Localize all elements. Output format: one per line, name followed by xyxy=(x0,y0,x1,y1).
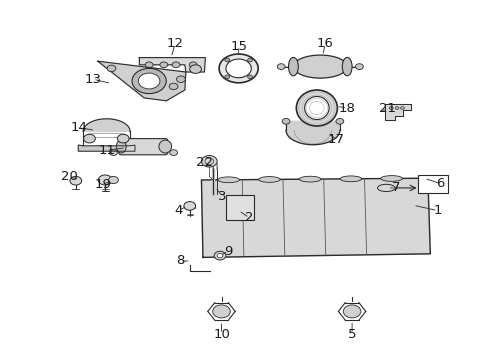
Circle shape xyxy=(247,58,252,62)
Ellipse shape xyxy=(296,90,337,126)
Text: 4: 4 xyxy=(174,204,183,217)
Circle shape xyxy=(212,305,230,318)
Text: 3: 3 xyxy=(218,190,226,203)
Circle shape xyxy=(109,150,117,156)
Circle shape xyxy=(169,150,177,156)
Text: 22: 22 xyxy=(196,156,212,169)
Polygon shape xyxy=(201,178,429,257)
Text: 10: 10 xyxy=(213,328,229,341)
Circle shape xyxy=(107,65,116,72)
Ellipse shape xyxy=(377,184,394,192)
Circle shape xyxy=(277,64,285,69)
Circle shape xyxy=(388,107,392,109)
Circle shape xyxy=(224,58,229,62)
Circle shape xyxy=(172,62,180,68)
Text: 9: 9 xyxy=(224,245,232,258)
Circle shape xyxy=(132,68,166,94)
Text: 12: 12 xyxy=(166,37,183,50)
FancyBboxPatch shape xyxy=(119,139,167,155)
Ellipse shape xyxy=(380,176,402,181)
Polygon shape xyxy=(139,58,205,72)
Circle shape xyxy=(160,62,167,68)
Circle shape xyxy=(247,75,252,78)
Text: 20: 20 xyxy=(61,170,78,183)
Circle shape xyxy=(214,251,225,260)
Text: 5: 5 xyxy=(347,328,356,341)
Circle shape xyxy=(282,118,289,124)
Circle shape xyxy=(145,62,153,68)
Circle shape xyxy=(169,83,178,90)
Text: 2: 2 xyxy=(244,211,253,224)
Circle shape xyxy=(70,176,81,185)
Text: 13: 13 xyxy=(84,73,101,86)
Text: 15: 15 xyxy=(230,40,246,53)
Ellipse shape xyxy=(258,176,280,182)
Circle shape xyxy=(224,75,229,78)
Ellipse shape xyxy=(304,96,328,120)
Ellipse shape xyxy=(288,57,298,76)
Circle shape xyxy=(343,305,360,318)
Circle shape xyxy=(138,73,160,89)
Circle shape xyxy=(201,156,217,167)
Circle shape xyxy=(108,176,118,184)
Text: 17: 17 xyxy=(327,133,344,146)
FancyBboxPatch shape xyxy=(225,195,254,220)
Text: 1: 1 xyxy=(432,204,441,217)
Text: 16: 16 xyxy=(316,37,333,50)
Ellipse shape xyxy=(116,140,126,153)
Ellipse shape xyxy=(159,140,171,153)
Circle shape xyxy=(355,64,363,69)
FancyBboxPatch shape xyxy=(417,175,447,193)
Text: 21: 21 xyxy=(379,102,395,115)
Ellipse shape xyxy=(342,57,351,76)
Text: 11: 11 xyxy=(98,144,115,157)
Text: 8: 8 xyxy=(175,255,184,267)
Polygon shape xyxy=(385,104,410,120)
Circle shape xyxy=(225,59,251,78)
Polygon shape xyxy=(98,61,185,101)
Circle shape xyxy=(189,62,197,68)
Ellipse shape xyxy=(340,176,361,182)
Circle shape xyxy=(117,134,129,143)
Ellipse shape xyxy=(299,176,320,182)
Circle shape xyxy=(400,107,404,109)
Polygon shape xyxy=(83,119,130,131)
Circle shape xyxy=(335,118,343,124)
Circle shape xyxy=(219,54,258,83)
Text: 6: 6 xyxy=(435,177,444,190)
Text: 7: 7 xyxy=(391,181,400,194)
Circle shape xyxy=(189,65,201,73)
Text: 18: 18 xyxy=(338,102,355,114)
Circle shape xyxy=(83,134,95,143)
Circle shape xyxy=(183,202,195,210)
Text: 14: 14 xyxy=(71,121,87,134)
Circle shape xyxy=(394,107,398,109)
Circle shape xyxy=(176,76,185,82)
Polygon shape xyxy=(285,121,339,145)
Circle shape xyxy=(98,175,112,185)
Ellipse shape xyxy=(218,177,239,183)
Polygon shape xyxy=(78,145,135,151)
Circle shape xyxy=(217,253,223,258)
Text: 19: 19 xyxy=(94,178,111,191)
Ellipse shape xyxy=(293,55,346,78)
